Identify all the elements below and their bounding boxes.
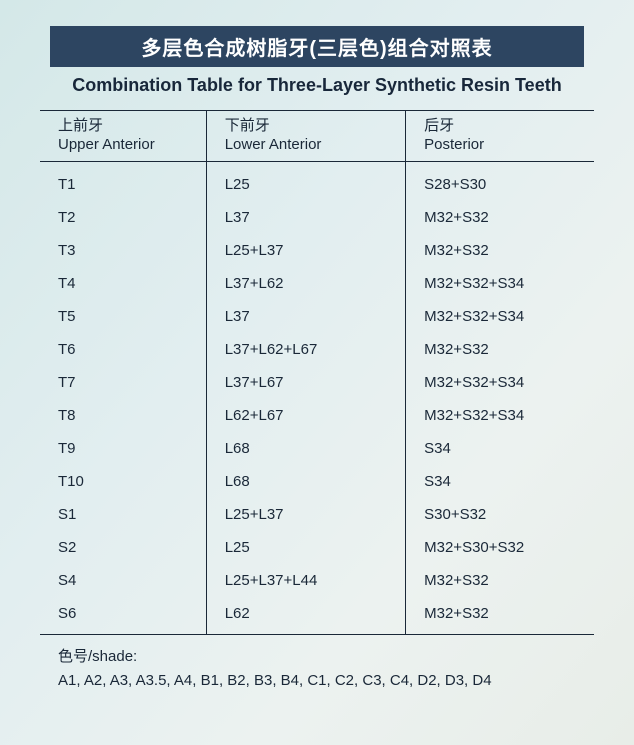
- table-cell: L37+L62: [206, 267, 405, 300]
- header-en: Lower Anterior: [225, 136, 395, 155]
- table-cell: L25+L37: [206, 498, 405, 531]
- table-cell: S1: [40, 498, 206, 531]
- table-cell: L68: [206, 432, 405, 465]
- table-cell: T1: [40, 161, 206, 201]
- table-cell: M32+S32: [406, 333, 594, 366]
- table-cell: M32+S32: [406, 564, 594, 597]
- header-posterior: 后牙 Posterior: [406, 111, 594, 162]
- subtitle: Combination Table for Three-Layer Synthe…: [40, 75, 594, 96]
- table-row: T5L37M32+S32+S34: [40, 300, 594, 333]
- table-cell: M32+S32+S34: [406, 267, 594, 300]
- table-cell: S34: [406, 465, 594, 498]
- table-cell: S2: [40, 531, 206, 564]
- table-cell: L37: [206, 201, 405, 234]
- table-cell: L25: [206, 161, 405, 201]
- table-row: S1L25+L37S30+S32: [40, 498, 594, 531]
- table-row: T7L37+L67M32+S32+S34: [40, 366, 594, 399]
- table-cell: T3: [40, 234, 206, 267]
- table-row: S6L62M32+S32: [40, 597, 594, 635]
- table-row: T9L68S34: [40, 432, 594, 465]
- table-cell: M32+S32: [406, 234, 594, 267]
- table-cell: T6: [40, 333, 206, 366]
- table-cell: L25: [206, 531, 405, 564]
- table-row: T4L37+L62M32+S32+S34: [40, 267, 594, 300]
- table-cell: M32+S32+S34: [406, 399, 594, 432]
- table-row: T3L25+L37M32+S32: [40, 234, 594, 267]
- table-cell: S30+S32: [406, 498, 594, 531]
- table-cell: S4: [40, 564, 206, 597]
- table-cell: M32+S32+S34: [406, 300, 594, 333]
- header-lower-anterior: 下前牙 Lower Anterior: [206, 111, 405, 162]
- table-cell: M32+S30+S32: [406, 531, 594, 564]
- table-cell: L37+L67: [206, 366, 405, 399]
- table-cell: L37+L62+L67: [206, 333, 405, 366]
- table-cell: L25+L37+L44: [206, 564, 405, 597]
- table-cell: M32+S32: [406, 201, 594, 234]
- table-row: T10L68S34: [40, 465, 594, 498]
- header-en: Upper Anterior: [58, 136, 196, 155]
- table-cell: M32+S32+S34: [406, 366, 594, 399]
- title-banner: 多层色合成树脂牙(三层色)组合对照表: [50, 26, 584, 67]
- table-cell: T2: [40, 201, 206, 234]
- table-cell: T10: [40, 465, 206, 498]
- shade-list: A1, A2, A3, A3.5, A4, B1, B2, B3, B4, C1…: [40, 672, 594, 689]
- table-cell: L25+L37: [206, 234, 405, 267]
- table-row: S2L25M32+S30+S32: [40, 531, 594, 564]
- table-header-row: 上前牙 Upper Anterior 下前牙 Lower Anterior 后牙…: [40, 111, 594, 162]
- table-cell: S6: [40, 597, 206, 635]
- table-cell: T9: [40, 432, 206, 465]
- table-row: S4L25+L37+L44M32+S32: [40, 564, 594, 597]
- table-cell: M32+S32: [406, 597, 594, 635]
- table-cell: S34: [406, 432, 594, 465]
- table-cell: T4: [40, 267, 206, 300]
- table-cell: T5: [40, 300, 206, 333]
- table-cell: L68: [206, 465, 405, 498]
- table-row: T8L62+L67M32+S32+S34: [40, 399, 594, 432]
- table-row: T2L37M32+S32: [40, 201, 594, 234]
- table-cell: L62: [206, 597, 405, 635]
- table-cell: L62+L67: [206, 399, 405, 432]
- header-upper-anterior: 上前牙 Upper Anterior: [40, 111, 206, 162]
- table-cell: L37: [206, 300, 405, 333]
- table-row: T1L25S28+S30: [40, 161, 594, 201]
- table-row: T6L37+L62+L67M32+S32: [40, 333, 594, 366]
- table-cell: S28+S30: [406, 161, 594, 201]
- table-cell: T8: [40, 399, 206, 432]
- header-en: Posterior: [424, 136, 584, 155]
- table-body: T1L25S28+S30T2L37M32+S32T3L25+L37M32+S32…: [40, 161, 594, 634]
- header-cn: 上前牙: [58, 117, 196, 136]
- header-cn: 后牙: [424, 117, 584, 136]
- table-cell: T7: [40, 366, 206, 399]
- header-cn: 下前牙: [225, 117, 395, 136]
- combination-table: 上前牙 Upper Anterior 下前牙 Lower Anterior 后牙…: [40, 110, 594, 635]
- shade-label: 色号/shade:: [40, 645, 594, 666]
